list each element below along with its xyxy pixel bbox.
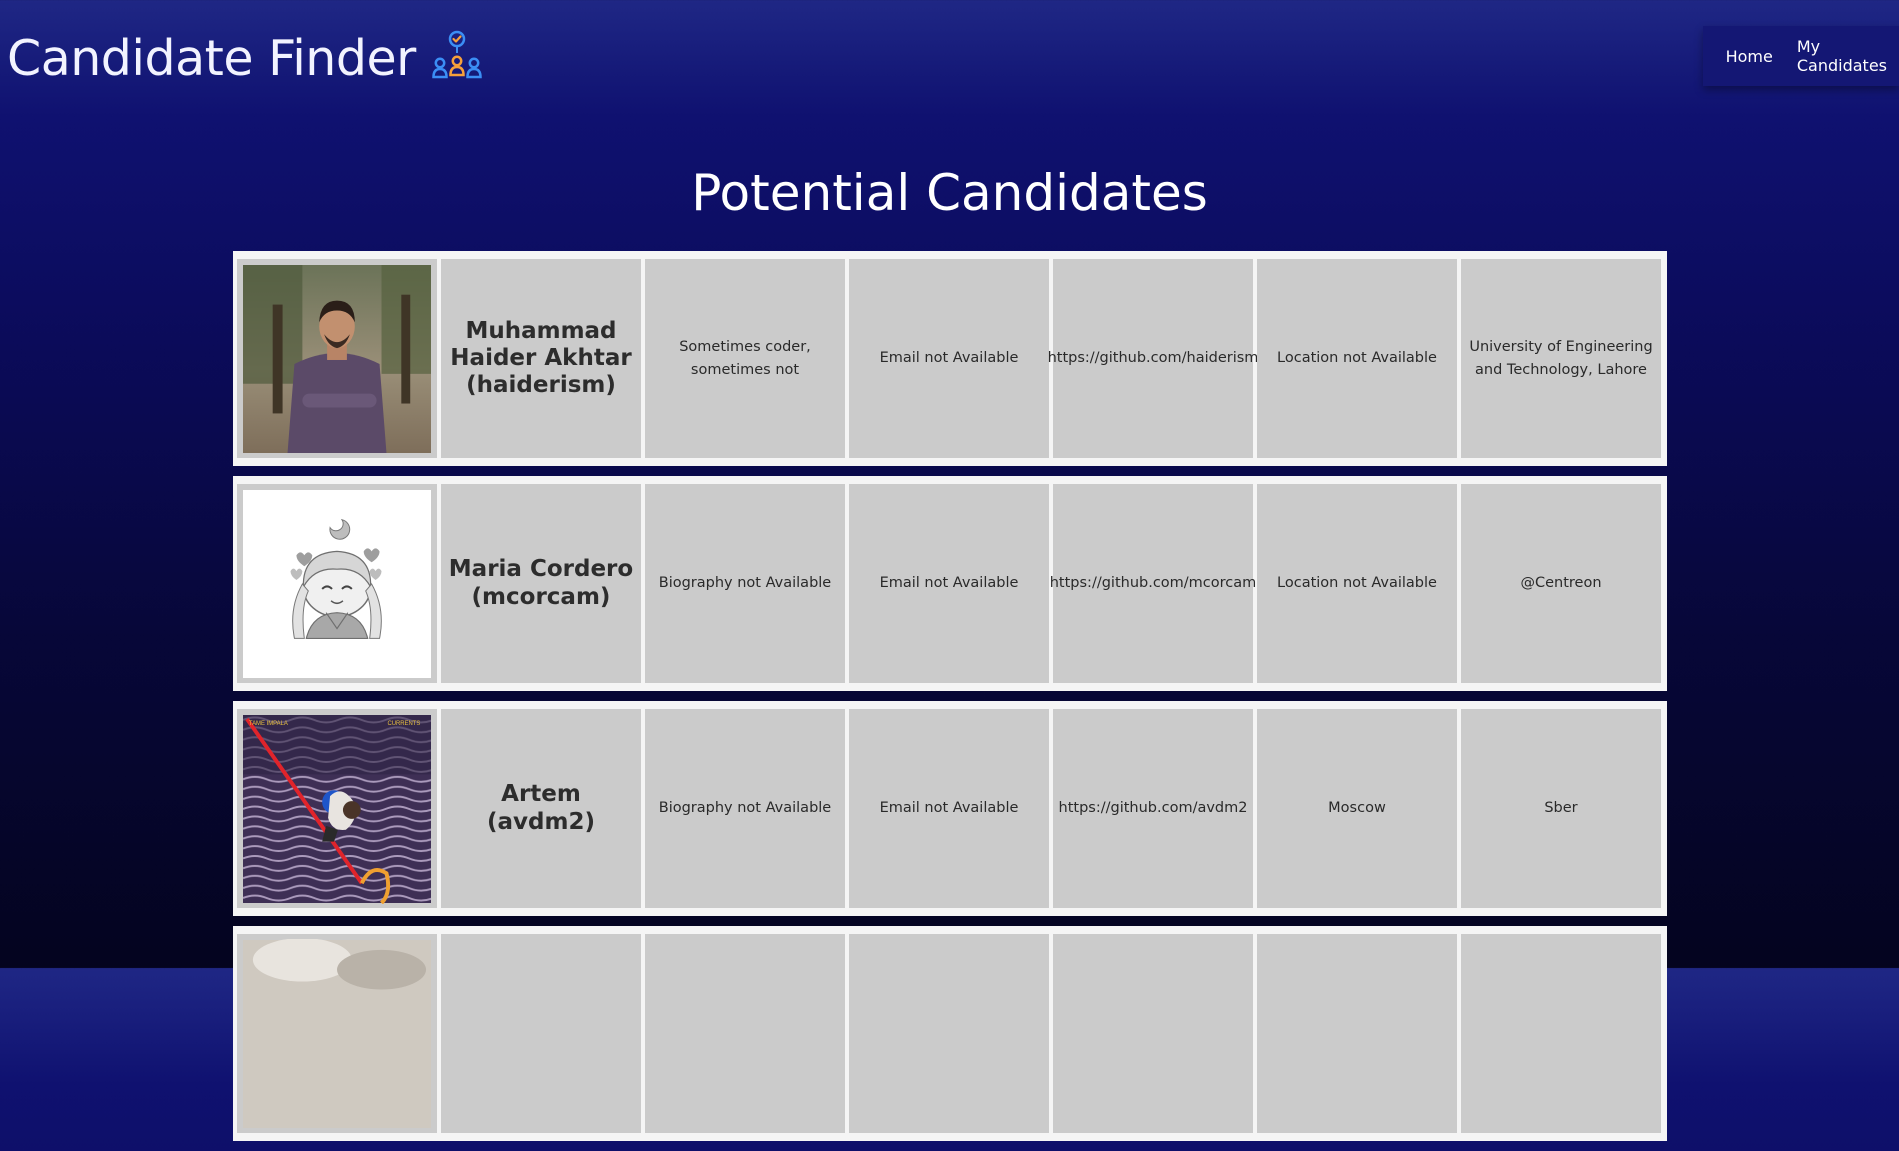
candidate-name: Maria Cordero (mcorcam) (441, 484, 641, 683)
candidate-name: Muhammad Haider Akhtar (haiderism) (441, 259, 641, 458)
candidate-company: University of Engineering and Technology… (1461, 259, 1661, 458)
candidate-location: Location not Available (1257, 484, 1457, 683)
brand[interactable]: Candidate Finder (7, 30, 484, 87)
app-header: Candidate Finder Home My Candidates (0, 0, 1899, 120)
svg-text:TAME IMPALA: TAME IMPALA (249, 720, 288, 726)
candidate-email (849, 934, 1049, 1133)
candidate-avatar-cell (237, 484, 437, 683)
candidate-github[interactable] (1053, 934, 1253, 1133)
person-photo-avatar (243, 264, 431, 453)
candidate-email: Email not Available (849, 484, 1049, 683)
album-art-avatar: TAME IMPALA CURRENTS (243, 714, 431, 904)
candidate-row: Muhammad Haider Akhtar (haiderism) Somet… (233, 251, 1667, 466)
candidate-avatar-cell (237, 934, 437, 1133)
cat-photo-avatar (243, 938, 431, 1128)
candidate-avatar-cell (237, 259, 437, 458)
anime-sketch-avatar (243, 489, 431, 678)
candidate-name: Artem (avdm2) (441, 709, 641, 908)
page-title: Potential Candidates (691, 164, 1208, 222)
candidate-bio (645, 934, 845, 1133)
candidate-email: Email not Available (849, 259, 1049, 458)
candidate-company: Sber (1461, 709, 1661, 908)
candidate-avatar-cell: TAME IMPALA CURRENTS (237, 709, 437, 908)
nav-home-link[interactable]: Home (1725, 46, 1773, 66)
candidate-company (1461, 934, 1661, 1133)
candidate-github[interactable]: https://github.com/mcorcam (1050, 484, 1256, 683)
nav-my-candidates-link[interactable]: My Candidates (1796, 37, 1887, 75)
app-title: Candidate Finder (7, 30, 416, 87)
top-nav: Home My Candidates (1703, 26, 1899, 86)
candidate-location: Moscow (1257, 709, 1457, 908)
candidate-location (1257, 934, 1457, 1133)
candidate-email: Email not Available (849, 709, 1049, 908)
candidate-name (441, 934, 641, 1133)
candidate-row (233, 926, 1667, 1141)
candidate-bio: Biography not Available (645, 709, 845, 908)
candidate-row: Maria Cordero (mcorcam) Biography not Av… (233, 476, 1667, 691)
candidate-bio: Sometimes coder, sometimes not (645, 259, 845, 458)
candidate-github[interactable]: https://github.com/haiderism (1048, 259, 1258, 458)
candidate-list: Muhammad Haider Akhtar (haiderism) Somet… (233, 251, 1667, 1151)
candidate-location: Location not Available (1257, 259, 1457, 458)
candidate-company: @Centreon (1461, 484, 1661, 683)
people-network-check-icon (432, 30, 482, 78)
candidate-bio: Biography not Available (645, 484, 845, 683)
candidate-github[interactable]: https://github.com/avdm2 (1053, 709, 1253, 908)
svg-text:CURRENTS: CURRENTS (387, 720, 420, 726)
candidate-row: TAME IMPALA CURRENTS Artem (avdm2) Biogr… (233, 701, 1667, 916)
